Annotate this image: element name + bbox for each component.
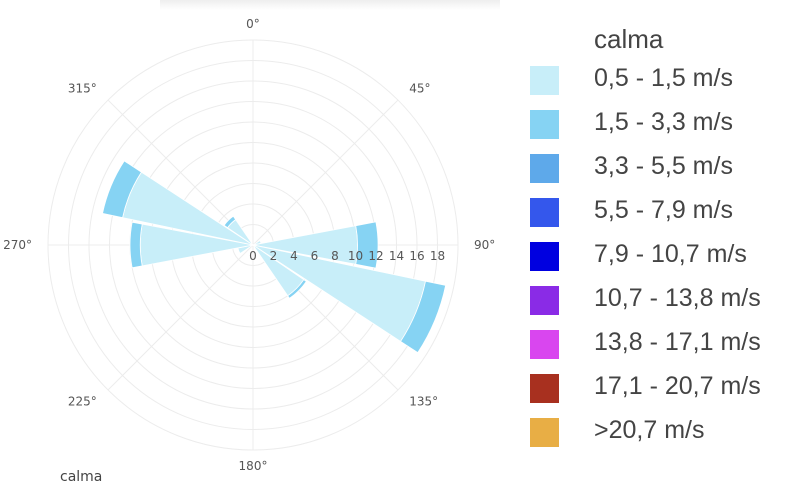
legend-label: 7,9 - 10,7 m/s	[594, 240, 747, 268]
legend-swatch	[530, 242, 559, 271]
legend-item[interactable]: 1,5 - 3,3 m/s	[530, 108, 791, 140]
radial-tick-label: 10	[348, 249, 363, 263]
legend-swatch	[530, 198, 559, 227]
legend-item[interactable]: 17,1 - 20,7 m/s	[530, 372, 791, 404]
legend-swatch	[530, 418, 559, 447]
legend-label: >20,7 m/s	[594, 416, 705, 444]
radial-tick-label: 16	[409, 249, 424, 263]
legend-label: 17,1 - 20,7 m/s	[594, 372, 761, 400]
angular-tick-label: 315°	[68, 82, 97, 96]
radial-tick-label: 2	[270, 249, 278, 263]
angular-tick-label: 90°	[474, 238, 495, 252]
legend-item[interactable]: 7,9 - 10,7 m/s	[530, 240, 791, 272]
legend-label: 3,3 - 5,5 m/s	[594, 152, 733, 180]
wind-rose-bars	[102, 160, 447, 354]
angular-tick-labels: 0° 45° 90° 135° 180° 225° 270° 315°	[3, 17, 495, 473]
angular-tick-label: 270°	[3, 238, 32, 252]
legend-label: 1,5 - 3,3 m/s	[594, 108, 733, 136]
plot-top-shadow	[160, 0, 500, 10]
angular-tick-label: 135°	[409, 394, 438, 408]
wind-rose-chart: 0 2 4 6 8 10 12 14 16 18 0° 45° 90° 135° 180° 225° 270°…	[3, 17, 495, 473]
polar-grid	[47, 39, 459, 451]
legend-swatch	[530, 374, 559, 403]
legend-item[interactable]: 0,5 - 1,5 m/s	[530, 64, 791, 96]
legend-item[interactable]: 10,7 - 13,8 m/s	[530, 284, 791, 316]
grid-spoke	[107, 244, 254, 391]
bottom-calma-label: calma	[60, 470, 103, 482]
legend-swatch	[530, 154, 559, 183]
bar-segment	[287, 279, 307, 299]
legend-item[interactable]: 5,5 - 7,9 m/s	[530, 196, 791, 228]
legend-swatch	[530, 330, 559, 359]
legend-label: 0,5 - 1,5 m/s	[594, 64, 733, 92]
radial-tick-label: 14	[389, 249, 404, 263]
legend-label: 13,8 - 17,1 m/s	[594, 328, 761, 356]
bar-segment	[400, 280, 447, 354]
legend-item[interactable]: 3,3 - 5,5 m/s	[530, 152, 791, 184]
radial-tick-label: 0	[249, 249, 257, 263]
legend-title: calma	[594, 24, 664, 54]
radial-tick-labels: 0 2 4 6 8 10 12 14 16 18	[249, 249, 445, 263]
radial-tick-label: 8	[331, 249, 339, 263]
angular-tick-label: 180°	[239, 459, 268, 473]
bar-segment	[355, 221, 379, 269]
radial-tick-label: 12	[368, 249, 383, 263]
bar-segment	[129, 221, 143, 269]
legend-item[interactable]: >20,7 m/s	[530, 416, 791, 448]
legend-item[interactable]: 13,8 - 17,1 m/s	[530, 328, 791, 360]
angular-tick-label: 0°	[246, 17, 260, 31]
legend-swatch	[530, 286, 559, 315]
radial-tick-label: 6	[311, 249, 319, 263]
bar-segment	[223, 215, 237, 229]
angular-tick-label: 45°	[409, 82, 430, 96]
legend-swatch	[530, 110, 559, 139]
bar-segment	[102, 160, 142, 219]
radial-tick-label: 4	[290, 249, 298, 263]
angular-tick-label: 225°	[68, 394, 97, 408]
legend-label: 10,7 - 13,8 m/s	[594, 284, 761, 312]
legend-label: 5,5 - 7,9 m/s	[594, 196, 733, 224]
grid-spoke	[252, 99, 399, 246]
legend-swatch	[530, 66, 559, 95]
radial-tick-label: 18	[430, 249, 445, 263]
